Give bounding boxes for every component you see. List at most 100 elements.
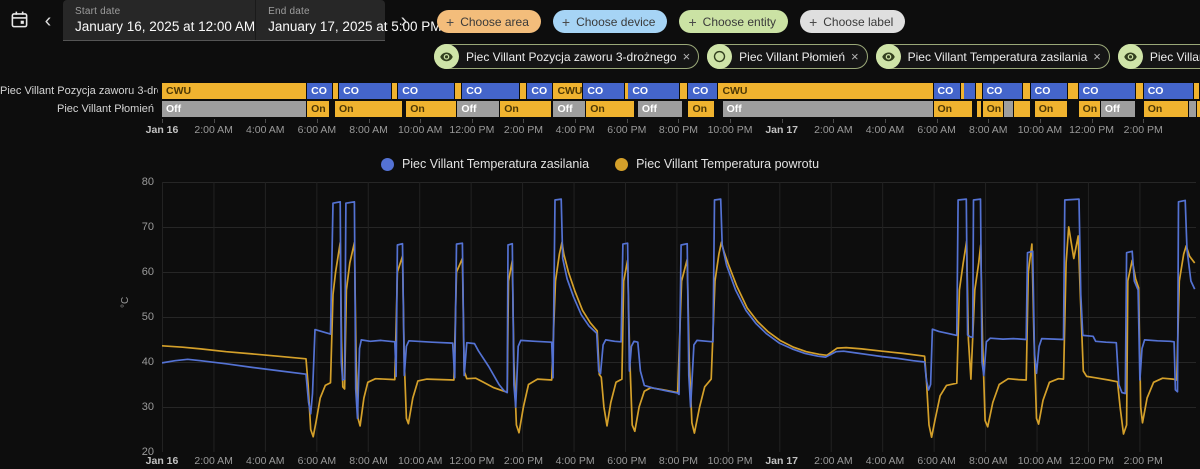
timeline-segment-on[interactable]: On	[1034, 101, 1067, 117]
calendar-button[interactable]	[6, 9, 32, 35]
timeline-segment-co[interactable]: CO	[462, 83, 520, 99]
timeline-segment-cwu[interactable]: CWU	[553, 83, 583, 99]
timeline-track-valve: CWU CO CO CO CO CO CWU CO CO CO CWU CO CO CO CO CO	[162, 83, 1200, 99]
timeline-segment-on[interactable]: On	[933, 101, 972, 117]
choose-area-button[interactable]: + Choose area	[437, 10, 541, 33]
timeline-segment-on[interactable]: On	[406, 101, 457, 117]
axis-tick-label: 12:00 PM	[1069, 455, 1115, 467]
timeline-segment-co[interactable]: CO	[688, 83, 718, 99]
entity-chip[interactable]: Piec Villant Temperatura zasilania ×	[875, 44, 1110, 69]
timeline-segment-cwu[interactable]	[960, 83, 965, 99]
axis-tick-label: 4:00 PM	[555, 124, 595, 136]
axis-tick-mark	[1143, 119, 1145, 123]
close-icon[interactable]: ×	[851, 49, 859, 64]
timeline-segment-cwu[interactable]	[680, 83, 688, 99]
axis-tick-label: 2:00 PM	[503, 124, 544, 136]
axis-tick-label: 10:00 AM	[1017, 124, 1063, 136]
temperature-chart[interactable]	[161, 182, 1196, 453]
circle-icon[interactable]	[707, 44, 733, 69]
end-date-field[interactable]: End date January 17, 2025 at 5:00 PM	[255, 0, 442, 40]
timeline-segment-co[interactable]: CO	[583, 83, 625, 99]
axis-tick-label: 10:00 PM	[707, 455, 753, 467]
timeline-segment-co[interactable]: CO	[933, 83, 960, 99]
axis-tick-label: 4:00 AM	[246, 124, 285, 136]
timeline-segment-cwu[interactable]	[333, 83, 339, 99]
timeline-segment-co[interactable]	[963, 83, 975, 99]
timeline-segment-cwu[interactable]	[1067, 83, 1078, 99]
entity-chip[interactable]: Piec Villant Temperatura powrotu×	[1117, 44, 1200, 69]
timeline-segment-on[interactable]: On	[500, 101, 552, 117]
timeline-segment-cwu[interactable]	[392, 83, 398, 99]
timeline-segment-on[interactable]: On	[1143, 101, 1188, 117]
entity-chip-label: Piec Villant Temperatura zasilania	[907, 49, 1088, 64]
eye-icon[interactable]	[875, 44, 901, 69]
timeline-segment-co[interactable]: CO	[1078, 83, 1135, 99]
close-icon[interactable]: ×	[1093, 49, 1101, 64]
axis-tick-label: 4:00 PM	[555, 455, 595, 467]
timeline-segment-on[interactable]: On	[982, 101, 1003, 117]
axis-tick-label: 8:00 AM	[969, 124, 1008, 136]
timeline-segment-cwu[interactable]	[1135, 83, 1143, 99]
y-axis-tick-label: 20	[141, 446, 154, 458]
timeline-segment-co[interactable]: CO	[398, 83, 455, 99]
timeline-segment-on[interactable]: On	[307, 101, 330, 117]
timeline-segment-off[interactable]: Off	[162, 101, 307, 117]
timeline-segment-on[interactable]: On	[688, 101, 715, 117]
timeline-segment-on[interactable]: On	[586, 101, 635, 117]
start-date-value: January 16, 2025 at 12:00 AM	[75, 19, 256, 34]
eye-icon[interactable]	[434, 44, 459, 69]
timeline-segment-cwu[interactable]: CWU	[162, 83, 307, 99]
timeline-segment-co[interactable]: CO	[1030, 83, 1067, 99]
timeline-segment-cwu[interactable]	[520, 83, 527, 99]
timeline-segment-cwu[interactable]	[1193, 83, 1199, 99]
axis-tick-label: 2:00 PM	[503, 455, 544, 467]
timeline-segment-off[interactable]: Off	[457, 101, 500, 117]
timeline-segment-on[interactable]	[976, 101, 981, 117]
timeline-segment-off[interactable]	[1003, 101, 1013, 117]
timeline-segment-off[interactable]: Off	[553, 101, 586, 117]
start-date-label: Start date	[75, 6, 121, 17]
timeline-segment-co[interactable]: CO	[339, 83, 392, 99]
legend-item[interactable]: Piec Villant Temperatura powrotu	[615, 157, 819, 171]
timeline-segment-off[interactable]: Off	[1100, 101, 1135, 117]
timeline-segment-on[interactable]	[1196, 101, 1200, 117]
axis-tick-mark	[420, 119, 422, 123]
eye-icon[interactable]	[1117, 44, 1143, 69]
entity-chip[interactable]: Piec Villant Pozycja zaworu 3-drożnego ×	[434, 44, 700, 69]
timeline-segment-cwu[interactable]	[455, 83, 462, 99]
timeline-segment-off[interactable]	[1188, 101, 1196, 117]
prev-period-button[interactable]: ‹	[44, 10, 52, 32]
timeline-segment-cwu[interactable]	[625, 83, 630, 99]
axis-tick-mark	[162, 119, 163, 123]
axis-tick-label: 2:00 AM	[814, 124, 853, 136]
start-date-field[interactable]: Start date January 16, 2025 at 12:00 AM	[63, 0, 255, 40]
axis-tick-mark	[678, 119, 680, 123]
date-range-card: Start date January 16, 2025 at 12:00 AM …	[63, 0, 442, 41]
timeline-segment-off[interactable]: Off	[637, 101, 683, 117]
legend-label: Piec Villant Temperatura powrotu	[636, 157, 820, 171]
timeline-segment-on[interactable]: On	[335, 101, 403, 117]
timeline-segment-cwu[interactable]	[975, 83, 982, 99]
y-axis-tick-label: 30	[141, 401, 154, 413]
entity-chip[interactable]: Piec Villant Płomień ×	[707, 44, 868, 69]
choose-label-button[interactable]: + Choose label	[800, 10, 906, 33]
next-period-button[interactable]: ›	[400, 10, 408, 32]
choose-device-button[interactable]: + Choose device	[552, 10, 668, 33]
timeline-segment-co[interactable]: CO	[628, 83, 680, 99]
timeline-segment-on[interactable]	[1013, 101, 1030, 117]
choose-entity-button[interactable]: + Choose entity	[679, 10, 789, 33]
timeline-segment-cwu[interactable]: CWU	[718, 83, 933, 99]
timeline-segment-off[interactable]: Off	[722, 101, 933, 117]
axis-tick-label: 6:00 PM	[607, 124, 647, 136]
timeline-row-label: Piec Villant Płomień	[56, 103, 154, 115]
timeline-segment-cwu[interactable]	[1022, 83, 1030, 99]
close-icon[interactable]: ×	[682, 49, 691, 64]
axis-tick-label: 12:00 PM	[449, 455, 495, 467]
timeline-segment-co[interactable]: CO	[1143, 83, 1193, 99]
timeline-segment-co[interactable]: CO	[982, 83, 1022, 99]
timeline-segment-co[interactable]: CO	[527, 83, 553, 99]
timeline-segment-on[interactable]: On	[1078, 101, 1100, 117]
timeline-segment-co[interactable]: CO	[307, 83, 333, 99]
legend-item[interactable]: Piec Villant Temperatura zasilania	[380, 157, 589, 171]
axis-tick-label: 10:00 AM	[398, 124, 443, 136]
